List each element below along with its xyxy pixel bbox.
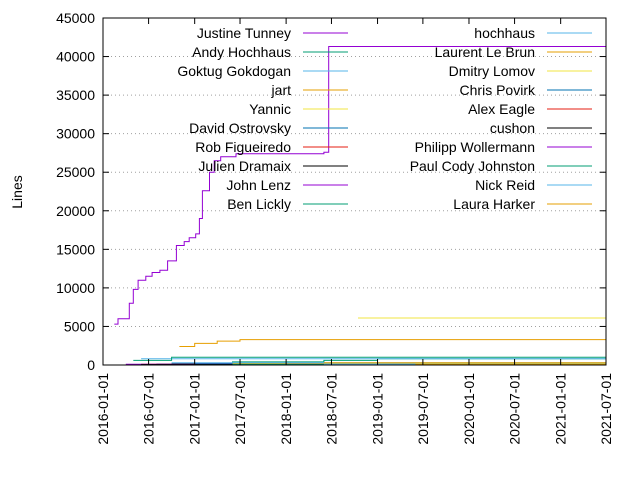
- x-tick-label: 2021-01-01: [553, 373, 569, 445]
- x-tick-label: 2018-07-01: [323, 373, 339, 445]
- y-tick-label: 15000: [56, 241, 95, 257]
- legend-label: Paul Cody Johnston: [410, 158, 535, 174]
- legend-label: Julien Dramaix: [198, 158, 291, 174]
- x-tick-label: 2016-01-01: [95, 373, 111, 445]
- y-tick-label: 0: [87, 357, 95, 373]
- y-tick-label: 25000: [56, 164, 95, 180]
- y-axis-ticks: 0 5000 10000 15000 20000 25000 30000 35000 40000…: [56, 10, 606, 373]
- series-line: [179, 339, 606, 347]
- x-tick-label: 2020-01-01: [461, 373, 477, 445]
- series-line: [114, 46, 606, 325]
- legend-label: Laurent Le Brun: [435, 44, 535, 60]
- legend-label: Goktug Gokdogan: [177, 63, 291, 79]
- legend-label: Yannic: [249, 101, 291, 117]
- y-tick-label: 30000: [56, 126, 95, 142]
- legend-label: Chris Povirk: [460, 82, 536, 98]
- legend-label: David Ostrovsky: [189, 120, 291, 136]
- y-tick-label: 20000: [56, 203, 95, 219]
- x-tick-label: 2016-07-01: [141, 373, 157, 445]
- legend-label: Andy Hochhaus: [192, 44, 291, 60]
- x-tick-label: 2020-07-01: [507, 373, 523, 445]
- x-tick-label: 2017-01-01: [187, 373, 203, 445]
- y-tick-label: 35000: [56, 87, 95, 103]
- legend-label: cushon: [490, 120, 535, 136]
- x-tick-label: 2019-01-01: [370, 373, 386, 445]
- y-tick-label: 40000: [56, 49, 95, 65]
- legend-label: Justine Tunney: [197, 25, 291, 41]
- x-tick-label: 2018-01-01: [278, 373, 294, 445]
- y-tick-label: 10000: [56, 280, 95, 296]
- y-tick-label: 45000: [56, 10, 95, 26]
- legend-label: hochhaus: [474, 25, 535, 41]
- legend-label: Dmitry Lomov: [449, 63, 535, 79]
- series-line: [323, 361, 607, 364]
- legend-label: Ben Lickly: [227, 196, 291, 212]
- x-tick-label: 2021-07-01: [598, 373, 614, 445]
- legend: Justine Tunney Andy Hochhaus Goktug Gokdog…: [177, 25, 592, 212]
- x-axis-ticks: 2016-01-01 2016-07-01 2017-01-01 2017-07-01…: [95, 18, 614, 445]
- y-tick-label: 5000: [64, 318, 95, 334]
- legend-label: jart: [271, 82, 292, 98]
- plot-frame: [102, 17, 607, 366]
- legend-label: Nick Reid: [475, 177, 535, 193]
- legend-label: Philipp Wollermann: [415, 139, 535, 155]
- legend-label: Rob Figueiredo: [195, 139, 291, 155]
- legend-label: John Lenz: [226, 177, 291, 193]
- x-tick-label: 2019-07-01: [415, 373, 431, 445]
- y-axis-label: Lines: [9, 175, 25, 208]
- legend-label: Laura Harker: [453, 196, 535, 212]
- x-tick-label: 2017-07-01: [232, 373, 248, 445]
- legend-label: Alex Eagle: [468, 101, 535, 117]
